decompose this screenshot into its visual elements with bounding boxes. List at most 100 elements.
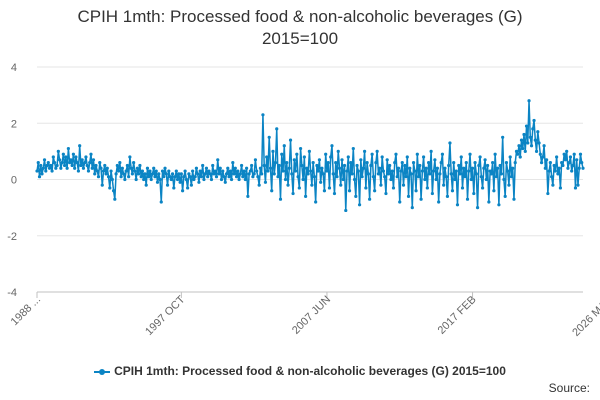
legend-line-marker-icon — [94, 367, 111, 377]
data-point — [292, 158, 296, 162]
data-point — [196, 172, 200, 176]
data-point — [152, 166, 156, 170]
data-point — [129, 166, 133, 170]
data-point — [492, 189, 496, 193]
data-point — [363, 149, 367, 153]
data-point — [222, 175, 226, 179]
data-point — [507, 183, 511, 187]
source-label: Source: — [548, 381, 590, 395]
data-point — [286, 183, 290, 187]
data-point — [578, 152, 583, 156]
data-point — [317, 158, 322, 162]
data-point — [213, 169, 217, 173]
data-point — [160, 169, 165, 173]
data-point — [262, 163, 266, 168]
data-point — [428, 172, 432, 176]
data-point — [255, 169, 259, 173]
data-point — [547, 169, 551, 173]
data-point — [361, 166, 365, 170]
data-point — [349, 161, 353, 165]
data-point — [187, 172, 191, 176]
data-point — [494, 175, 498, 179]
data-point — [90, 166, 94, 170]
data-point — [572, 152, 576, 156]
data-point — [263, 180, 268, 184]
data-point — [557, 166, 561, 170]
data-point — [479, 175, 483, 179]
data-point — [144, 183, 148, 187]
legend[interactable]: CPIH 1mth: Processed food & non-alcoholi… — [0, 364, 600, 378]
data-point — [421, 155, 426, 159]
data-point — [378, 166, 382, 170]
data-point — [116, 169, 121, 173]
data-point — [443, 166, 447, 170]
data-point — [135, 166, 140, 170]
data-point — [277, 163, 281, 168]
data-point — [434, 177, 438, 182]
data-point — [221, 169, 225, 173]
data-point — [139, 175, 143, 179]
data-point — [59, 166, 63, 170]
data-point — [105, 166, 109, 170]
data-point — [519, 138, 524, 142]
data-point — [316, 169, 320, 173]
data-point — [93, 172, 97, 176]
data-point — [183, 169, 187, 173]
data-point — [432, 169, 436, 173]
data-point — [301, 177, 305, 182]
data-point — [502, 177, 506, 182]
data-point — [89, 152, 93, 156]
data-point — [199, 175, 204, 179]
x-tick-label: 2026 MAR — [570, 294, 600, 339]
data-point — [526, 141, 530, 145]
data-point — [208, 172, 212, 176]
data-point — [41, 166, 45, 170]
data-point — [276, 175, 280, 179]
data-point — [227, 175, 231, 179]
data-point — [37, 175, 42, 179]
data-point — [474, 172, 478, 176]
data-point — [164, 172, 168, 176]
data-point — [271, 149, 275, 153]
data-point — [233, 166, 237, 170]
data-point — [562, 152, 566, 156]
data-point — [52, 161, 57, 165]
data-point — [538, 152, 542, 156]
data-point — [147, 175, 151, 179]
data-point — [366, 172, 370, 176]
data-point — [532, 118, 536, 123]
data-point — [315, 163, 319, 168]
data-point — [125, 163, 129, 168]
data-point — [137, 172, 141, 176]
data-point — [483, 158, 487, 162]
data-point — [194, 166, 199, 170]
data-point — [55, 163, 59, 168]
data-point — [35, 169, 39, 173]
data-point — [75, 161, 79, 165]
data-point — [410, 206, 414, 210]
data-point — [454, 169, 458, 173]
data-point — [305, 166, 309, 170]
data-point — [202, 177, 206, 182]
data-point — [50, 169, 54, 173]
data-point — [360, 175, 364, 179]
data-point — [270, 189, 274, 193]
data-point — [188, 175, 192, 179]
data-point — [71, 152, 75, 156]
data-point — [280, 152, 284, 156]
data-point — [359, 158, 363, 162]
data-point — [101, 169, 106, 173]
data-point — [168, 175, 172, 179]
data-point — [96, 175, 101, 179]
data-point — [541, 155, 545, 159]
data-point — [455, 203, 460, 207]
data-point — [527, 99, 531, 103]
data-point — [444, 175, 448, 179]
data-point — [384, 191, 388, 196]
data-point — [64, 155, 68, 159]
data-point — [207, 169, 211, 173]
data-point — [536, 130, 540, 134]
data-point — [405, 155, 409, 159]
data-point — [179, 172, 183, 176]
